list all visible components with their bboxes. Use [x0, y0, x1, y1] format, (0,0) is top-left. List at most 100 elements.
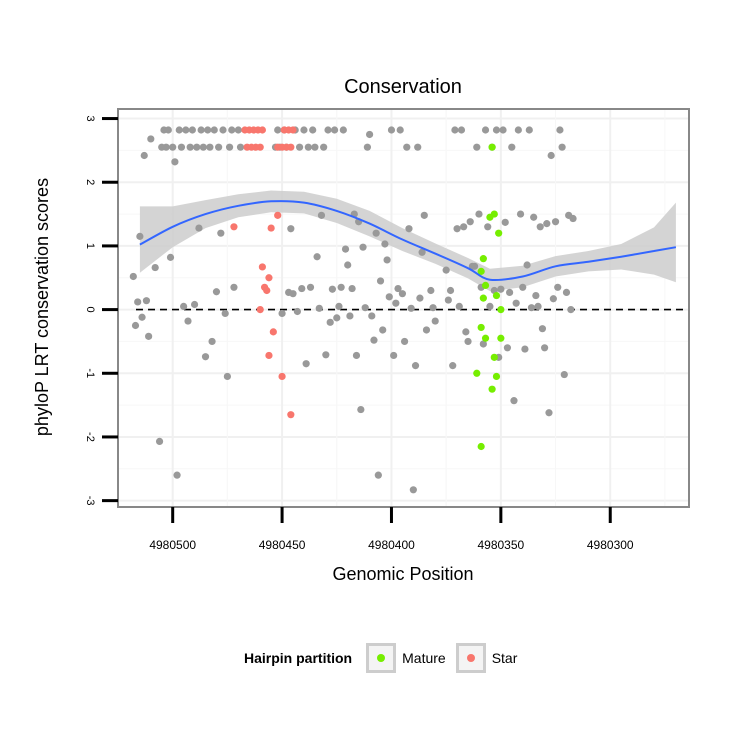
other-point	[236, 143, 245, 151]
other-point	[302, 360, 310, 368]
other-point	[549, 295, 557, 303]
other-point	[376, 277, 385, 285]
other-point	[169, 143, 177, 151]
other-point	[164, 126, 172, 134]
y-axis-label: phyloP LRT conservation scores	[32, 178, 52, 436]
other-point	[466, 218, 474, 226]
star-point	[287, 143, 295, 151]
other-point	[551, 218, 560, 226]
other-point	[166, 253, 175, 261]
chart-title: Conservation	[344, 76, 462, 98]
y-tick-label: -2	[84, 432, 96, 442]
other-point	[339, 126, 347, 134]
mature-point	[479, 255, 487, 263]
other-point	[193, 143, 201, 151]
other-point	[142, 297, 151, 305]
mature-point	[481, 334, 490, 342]
other-point	[411, 362, 420, 370]
other-point	[151, 263, 159, 272]
other-point	[374, 471, 382, 479]
other-point	[300, 126, 308, 134]
other-point	[427, 286, 435, 295]
star-point	[265, 351, 273, 360]
x-tick-label: 4980300	[587, 538, 634, 552]
other-point	[416, 294, 424, 302]
other-point	[431, 317, 439, 325]
mature-point	[490, 353, 498, 361]
star-point	[265, 274, 273, 282]
other-point	[403, 143, 411, 151]
other-point	[538, 325, 547, 333]
other-point	[532, 291, 540, 300]
other-point	[514, 126, 522, 134]
other-point	[289, 290, 297, 298]
legend-item-star: Star	[455, 643, 524, 673]
other-point	[536, 223, 544, 231]
smooth-curve-line	[139, 200, 677, 282]
other-point	[295, 143, 304, 151]
other-point	[506, 288, 514, 296]
other-point	[131, 321, 140, 330]
legend: Hairpin partition Mature Star	[244, 640, 527, 676]
mature-dot-icon	[377, 654, 386, 662]
star-point	[258, 126, 266, 134]
other-point	[287, 225, 295, 233]
other-point	[175, 126, 183, 134]
star-point	[278, 372, 286, 381]
other-point	[180, 302, 188, 311]
other-point	[543, 220, 551, 228]
other-point	[457, 126, 466, 134]
other-point	[223, 372, 231, 381]
other-point	[492, 126, 501, 134]
other-point	[390, 351, 398, 360]
other-point	[140, 151, 148, 160]
other-point	[330, 126, 339, 134]
scatter-points	[129, 126, 577, 494]
mature-point	[473, 369, 481, 377]
other-point	[215, 143, 223, 151]
other-point	[545, 409, 553, 417]
y-tick-label: -1	[84, 368, 96, 378]
other-point	[516, 210, 525, 218]
other-point	[206, 143, 214, 151]
other-point	[313, 253, 321, 261]
y-tick-label: -3	[84, 496, 96, 506]
other-point	[201, 353, 210, 361]
other-point	[370, 336, 378, 344]
other-point	[387, 126, 396, 134]
other-point	[530, 213, 538, 221]
other-point	[460, 223, 468, 231]
other-point	[381, 240, 389, 248]
other-point	[405, 225, 413, 233]
other-point	[326, 318, 334, 326]
other-point	[556, 126, 564, 134]
star-point	[256, 305, 264, 314]
mature-point	[497, 334, 505, 342]
other-point	[352, 351, 361, 360]
other-point	[145, 332, 153, 340]
other-point	[212, 288, 221, 296]
other-point	[422, 326, 431, 334]
other-point	[190, 300, 199, 309]
other-point	[346, 312, 354, 320]
mature-point	[479, 294, 487, 302]
other-point	[309, 126, 317, 134]
x-tick-label: 4980400	[368, 538, 415, 552]
other-point	[512, 299, 520, 307]
star-dot-icon	[466, 654, 475, 662]
star-point	[267, 224, 275, 232]
other-point	[519, 283, 527, 291]
other-point	[306, 283, 315, 291]
y-tick-label: 3	[84, 115, 96, 121]
other-point	[429, 304, 437, 312]
star-point	[256, 143, 264, 151]
y-tick-label: 1	[84, 243, 96, 249]
other-point	[335, 302, 343, 311]
legend-title: Hairpin partition	[244, 650, 353, 666]
other-point	[418, 248, 426, 256]
star-point	[287, 411, 295, 419]
axes: -3 -2 -1 0 1 2 3 4980500 4980450 4980400 4980350 49…	[84, 108, 690, 552]
other-point	[394, 284, 402, 293]
y-tick-label: 0	[84, 307, 96, 313]
